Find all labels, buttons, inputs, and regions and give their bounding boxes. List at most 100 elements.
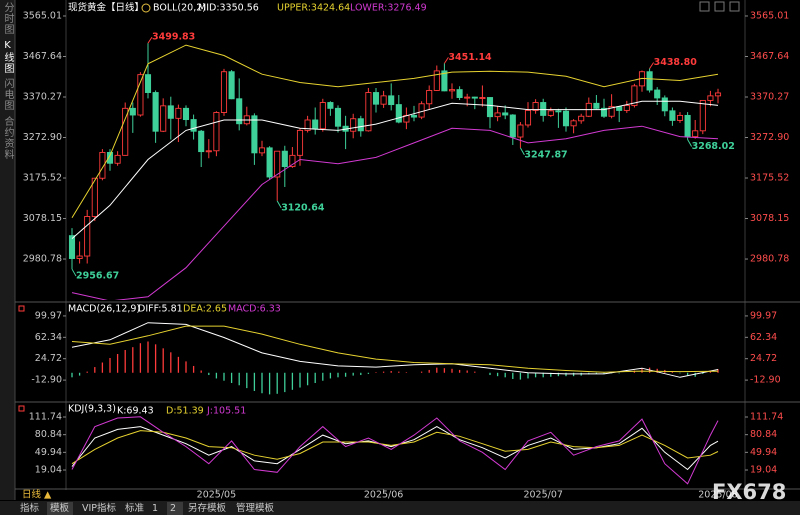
toolbar-item[interactable]: 管理模板	[236, 502, 275, 514]
candle-body	[494, 112, 501, 118]
candle-body	[464, 96, 471, 99]
candle-body	[144, 74, 152, 93]
candle-body	[714, 92, 722, 97]
legend-entry: MID:3350.56	[198, 3, 259, 14]
y-tick-label: 3272.90	[23, 132, 62, 143]
candle-body	[661, 97, 668, 112]
sidebar-tab[interactable]: 合约资料	[2, 115, 14, 160]
candle-body	[669, 110, 676, 121]
y-tick-label: 99.97	[35, 310, 62, 321]
y-tick-label: 3078.15	[23, 213, 62, 224]
icon[interactable]	[729, 1, 740, 12]
candle-body	[205, 150, 212, 153]
candle-body	[646, 71, 653, 91]
toolbar-item[interactable]: 指标	[20, 502, 40, 514]
y-tick-label: 111.74	[29, 411, 62, 422]
candle-body	[304, 119, 311, 131]
candle-body	[578, 115, 585, 122]
y-tick-label-right: 2980.78	[750, 254, 789, 265]
candle-body	[289, 154, 296, 168]
x-tick-label: 2025/06	[364, 490, 403, 501]
candle-body	[122, 107, 129, 156]
annotation: 2956.67	[76, 271, 119, 282]
x-tick-label: 2025/07	[523, 490, 562, 501]
candle-body	[175, 107, 182, 119]
toolbar-item[interactable]: 1	[152, 503, 158, 514]
candle-body	[106, 151, 114, 164]
indicator-line	[71, 416, 719, 485]
candle-body	[448, 89, 456, 92]
y-tick-label-right: 3078.15	[750, 213, 789, 224]
indicator-line	[71, 325, 719, 373]
annotation-leader	[649, 62, 655, 69]
y-tick-label-right: 3175.52	[750, 173, 789, 184]
candle-body	[129, 107, 136, 116]
candle-body	[152, 92, 159, 132]
candle-body	[213, 112, 220, 152]
panel-marker	[18, 405, 25, 412]
candle-body	[616, 106, 623, 111]
settings-icon[interactable]	[141, 3, 151, 13]
candle-body	[190, 119, 197, 132]
toolbar-item[interactable]: 模板	[50, 502, 70, 514]
y-tick-label-right: 62.34	[750, 332, 777, 343]
candle-body	[258, 147, 266, 154]
candle-body	[388, 95, 395, 106]
legend-entry: MACD:6.33	[228, 304, 281, 315]
candle-body	[631, 85, 638, 106]
toolbar-item[interactable]: 标准	[125, 502, 145, 514]
candle-body	[296, 129, 304, 156]
y-tick-label-right: 3272.90	[750, 132, 789, 143]
period-label[interactable]: 日线 ▲	[22, 489, 52, 501]
candle-body	[228, 71, 235, 100]
legend-entry: UPPER:3424.64	[277, 3, 350, 14]
candle-body	[570, 120, 577, 127]
indicator-line	[71, 125, 719, 300]
y-tick-label: -12.90	[31, 375, 62, 386]
candle-body	[593, 102, 600, 109]
candle-body	[91, 177, 98, 217]
candle-body	[517, 124, 524, 138]
candle-body	[479, 97, 486, 99]
legend-entry: LOWER:3276.49	[350, 3, 427, 14]
y-tick-label-right: 49.94	[750, 447, 777, 458]
annotation-leader	[71, 268, 77, 277]
candle-body	[707, 95, 714, 101]
y-tick-label-right: 3565.01	[750, 10, 789, 21]
indicator-line	[71, 44, 719, 219]
y-tick-label: 62.34	[35, 332, 62, 343]
candle-body	[486, 97, 494, 118]
icon[interactable]	[699, 1, 710, 12]
sidebar-tab[interactable]: K线图	[2, 40, 14, 74]
x-tick-label: 2025/08	[698, 490, 737, 501]
toolbar-item[interactable]: 2	[170, 503, 176, 514]
indicator-line	[71, 426, 719, 471]
candle-body	[198, 130, 205, 153]
candle-body	[433, 70, 440, 91]
legend-entry: DIFF:5.81	[138, 304, 183, 315]
indicator-line	[71, 430, 719, 465]
candle-body	[114, 154, 121, 164]
candle-body	[654, 89, 661, 99]
y-tick-label-right: 24.72	[750, 353, 777, 364]
indicator-line	[71, 100, 719, 239]
toolbar-item[interactable]: 另存模板	[188, 502, 227, 514]
legend-entry: D:51.39	[166, 406, 204, 417]
candle-body	[410, 114, 418, 118]
toolbar-item[interactable]: VIP指标	[82, 502, 117, 514]
candle-body	[684, 114, 691, 138]
indicator-label: MACD(26,12,9)	[68, 304, 140, 315]
sidebar-tab[interactable]: 分时图	[2, 2, 14, 35]
candle-body	[471, 96, 478, 99]
candle-body	[312, 119, 319, 130]
candle-body	[251, 115, 258, 154]
icon[interactable]	[714, 1, 725, 12]
candle-body	[600, 107, 608, 117]
annotation: 3268.02	[692, 141, 735, 152]
window-icons	[699, 1, 740, 12]
y-tick-label-right: -12.90	[750, 375, 781, 386]
indicator-label: KDJ(9,3,3)	[68, 404, 116, 415]
y-tick-label-right: 80.84	[750, 429, 777, 440]
sidebar-tab[interactable]: 闪电图	[2, 77, 14, 111]
